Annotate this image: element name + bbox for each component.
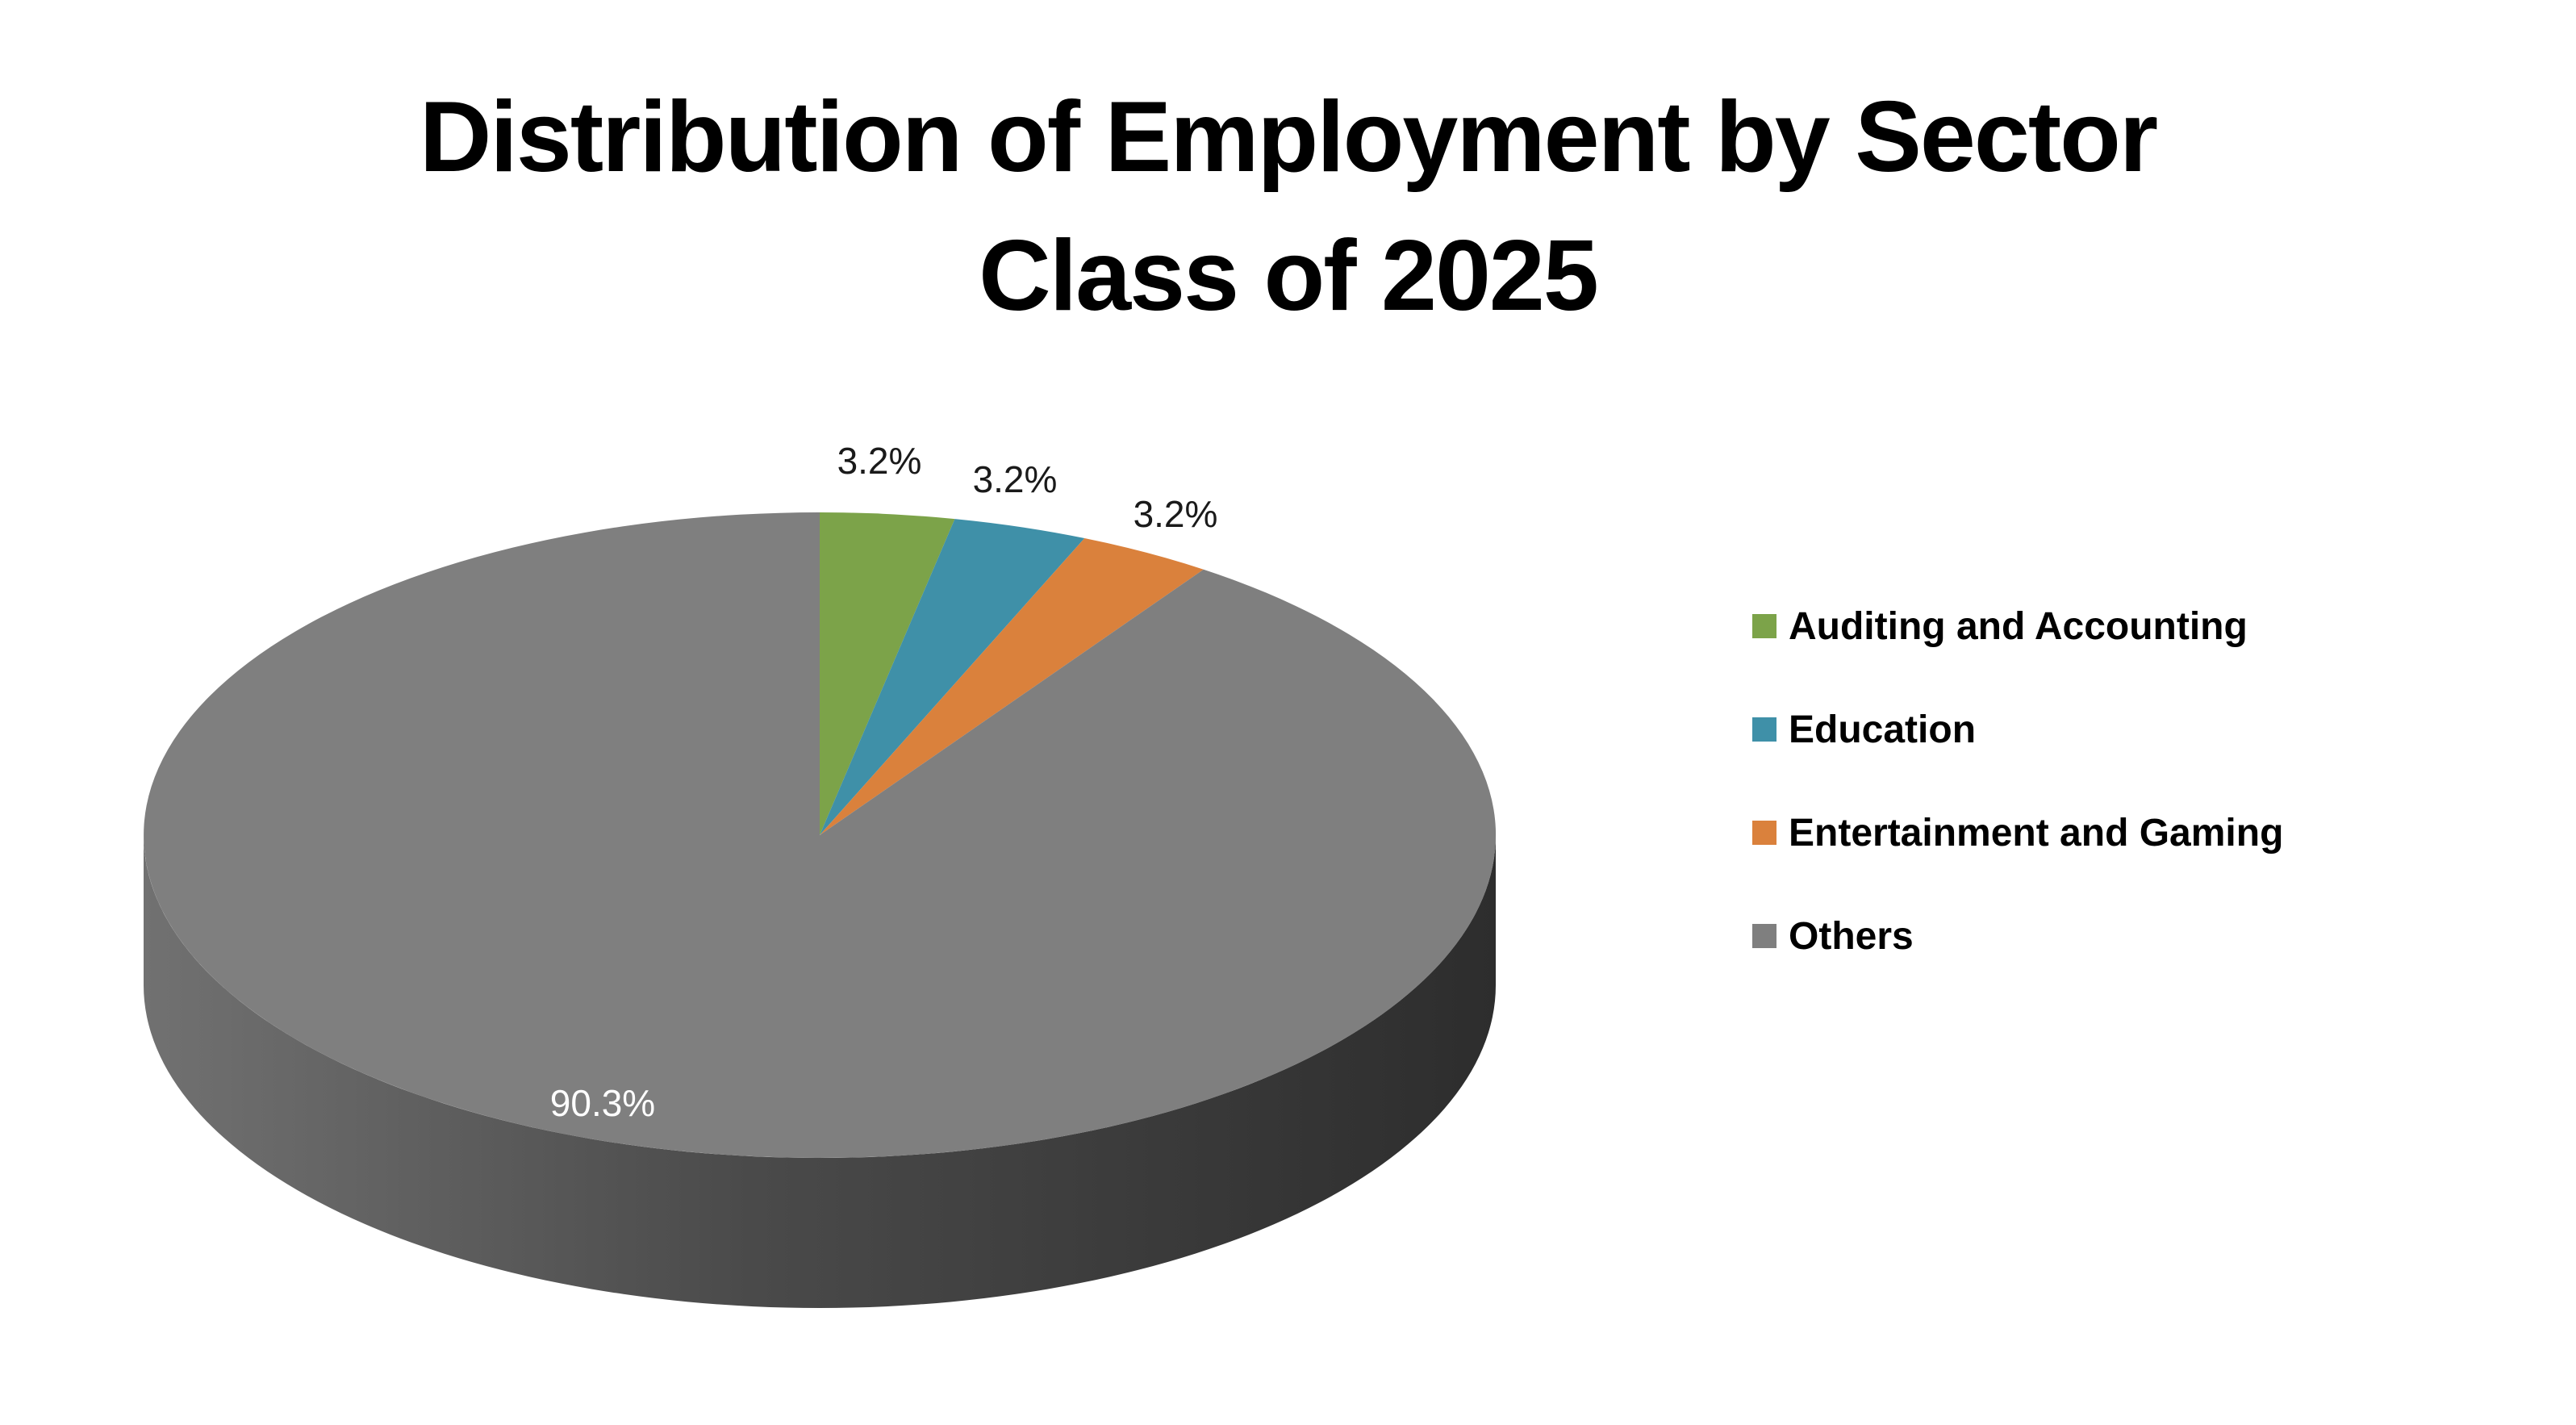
legend-swatch-icon: [1752, 614, 1776, 638]
data-label-auditing-and-accounting: 3.2%: [837, 440, 922, 482]
legend-label: Others: [1789, 914, 1914, 958]
legend-item-others: Others: [1752, 884, 2283, 988]
pie-slice-education: [820, 519, 1085, 835]
data-label-others: 90.3%: [549, 1082, 656, 1124]
legend-swatch-icon: [1752, 924, 1776, 948]
data-label-entertainment-and-gaming: 3.2%: [1133, 493, 1218, 535]
data-label-education: 3.2%: [972, 458, 1058, 500]
pie-slice-entertainment-and-gaming: [820, 538, 1204, 835]
legend-item-entertainment-and-gaming: Entertainment and Gaming: [1752, 781, 2283, 884]
chart-title-line2: Class of 2025: [979, 220, 1599, 332]
pie-slice-others: [144, 512, 1497, 1158]
legend-label: Education: [1789, 708, 1977, 751]
pie-slice-auditing-and-accounting: [820, 512, 955, 835]
legend-label: Entertainment and Gaming: [1789, 811, 2284, 855]
legend-label: Auditing and Accounting: [1789, 604, 2248, 648]
legend-swatch-icon: [1752, 821, 1776, 845]
legend: Auditing and Accounting Education Entertai…: [1752, 575, 2283, 988]
chart-title-line1: Distribution of Employment by Sector: [419, 81, 2158, 193]
chart-title: Distribution of Employment by Sector Cla…: [0, 68, 2576, 345]
legend-item-auditing-and-accounting: Auditing and Accounting: [1752, 575, 2283, 678]
legend-swatch-icon: [1752, 717, 1776, 742]
pie-rim: [144, 835, 1496, 1308]
legend-item-education: Education: [1752, 678, 2283, 781]
